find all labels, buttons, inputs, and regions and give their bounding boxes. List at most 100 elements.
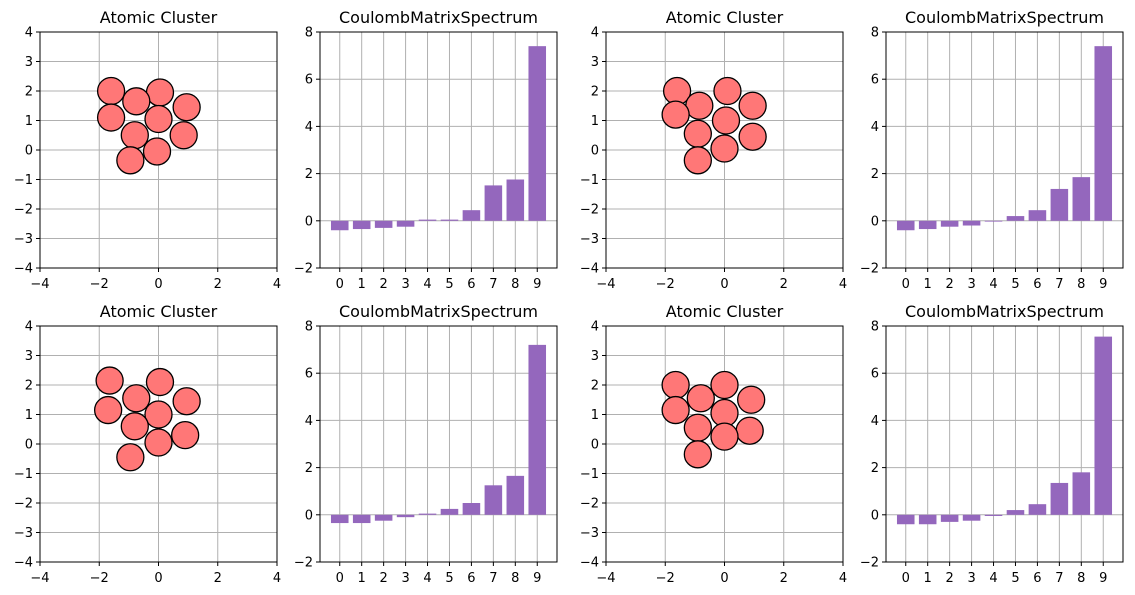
plot-area [886, 31, 1123, 269]
y-tick-label: 2 [591, 85, 599, 100]
atom-point [96, 76, 126, 106]
atom-point [145, 78, 175, 107]
x-tick-label: −4 [30, 277, 49, 292]
y-tick-label: −4 [580, 556, 599, 571]
x-tick-label: 4 [273, 277, 281, 292]
x-tick-label: 2 [780, 277, 788, 292]
y-tick-label: −4 [580, 262, 599, 277]
x-tick-label: 3 [401, 277, 409, 292]
y-tick-label: 2 [25, 379, 33, 394]
plot-area [39, 31, 278, 269]
plot-area [39, 325, 278, 563]
atom-point [122, 384, 151, 413]
axes-frame [319, 31, 558, 269]
x-tick-label: 2 [379, 277, 387, 292]
x-tick-label: 2 [379, 571, 387, 586]
x-tick-label: 7 [489, 571, 497, 586]
x-tick-label: 8 [1077, 571, 1085, 586]
y-tick-label: −3 [580, 526, 599, 541]
cluster-panel: Atomic Cluster −4 −2 0 2 4 −4 −3 −2 −1 0 1 2 3 4 [580, 8, 847, 292]
y-tick-label: 2 [871, 461, 879, 476]
x-tick-label: −2 [656, 571, 675, 586]
spectrum-bar [1072, 472, 1091, 515]
atom-point [116, 146, 145, 175]
y-tick-label: 4 [25, 320, 33, 335]
y-tick-label: −3 [14, 526, 33, 541]
axes-frame [885, 31, 1124, 269]
y-tick-label: −2 [580, 497, 599, 512]
spectrum-bar [374, 514, 393, 521]
y-tick-label: −1 [580, 173, 599, 188]
cluster-panel: Atomic Cluster −4 −2 0 2 4 −4 −3 −2 −1 0 1 2 3 4 [14, 302, 281, 586]
atom-point [710, 134, 739, 163]
x-tick-label: 3 [967, 571, 975, 586]
panel-title: CoulombMatrixSpectrum [905, 302, 1104, 321]
x-tick-label: 0 [154, 277, 162, 292]
y-tick-label: −2 [294, 262, 313, 277]
spectrum-bar [462, 503, 481, 515]
x-tick-label: 4 [423, 277, 431, 292]
atom-point [120, 121, 149, 150]
y-tick-label: 8 [305, 320, 313, 335]
axes-frame [319, 325, 558, 563]
x-tick-label: 0 [154, 571, 162, 586]
atom-point [738, 122, 767, 151]
atom-point [172, 387, 201, 416]
atom-point [661, 370, 690, 400]
y-tick-label: 0 [591, 438, 599, 453]
spectrum-bar [1094, 46, 1113, 221]
x-tick-label: 4 [989, 277, 997, 292]
y-tick-label: −1 [580, 467, 599, 482]
y-tick-label: −1 [14, 173, 33, 188]
spectrum-bar [418, 513, 437, 515]
y-tick-label: 4 [305, 414, 313, 429]
y-tick-label: 0 [871, 214, 879, 229]
atom-point [683, 440, 712, 469]
x-tick-label: 5 [445, 277, 453, 292]
atom-point [710, 370, 739, 400]
y-tick-label: 4 [25, 26, 33, 41]
y-tick-label: −1 [14, 467, 33, 482]
x-tick-label: 6 [467, 277, 475, 292]
y-tick-label: 2 [305, 461, 313, 476]
x-tick-label: 1 [358, 571, 366, 586]
spectrum-bar [1028, 210, 1047, 221]
x-tick-label: 8 [511, 571, 519, 586]
atom-point [683, 413, 712, 442]
y-tick-label: 0 [871, 508, 879, 523]
x-tick-label: 9 [533, 571, 541, 586]
y-tick-label: 4 [871, 414, 879, 429]
atom-point [711, 106, 741, 135]
y-tick-label: −2 [294, 556, 313, 571]
panel-title: Atomic Cluster [100, 302, 218, 321]
spectrum-bar [484, 485, 503, 515]
y-tick-label: 2 [25, 85, 33, 100]
axes-frame [605, 31, 844, 269]
x-tick-label: 8 [511, 277, 519, 292]
cluster-panel: Atomic Cluster −4 −2 0 2 4 −4 −3 −2 −1 0 1 2 3 4 [14, 8, 281, 292]
panel-title: CoulombMatrixSpectrum [339, 8, 538, 27]
x-tick-label: 4 [839, 571, 847, 586]
spectrum-bar [396, 220, 415, 227]
y-tick-label: −4 [14, 556, 33, 571]
y-tick-label: 6 [305, 367, 313, 382]
atom-point [120, 412, 149, 441]
panel-title: Atomic Cluster [666, 8, 784, 27]
spectrum-bar [418, 219, 437, 221]
x-tick-label: 1 [924, 571, 932, 586]
x-tick-label: 2 [945, 277, 953, 292]
atom-point [144, 104, 173, 134]
spectrum-bar [984, 220, 1003, 222]
y-tick-label: 2 [305, 167, 313, 182]
y-tick-label: 2 [871, 167, 879, 182]
axes-frame [885, 325, 1124, 563]
x-tick-label: −2 [656, 277, 675, 292]
y-tick-label: 0 [305, 214, 313, 229]
spectrum-bar [330, 514, 349, 524]
panel-title: CoulombMatrixSpectrum [339, 302, 538, 321]
atom-point [710, 422, 739, 451]
spectrum-bar [940, 220, 959, 227]
y-tick-label: −2 [860, 556, 879, 571]
